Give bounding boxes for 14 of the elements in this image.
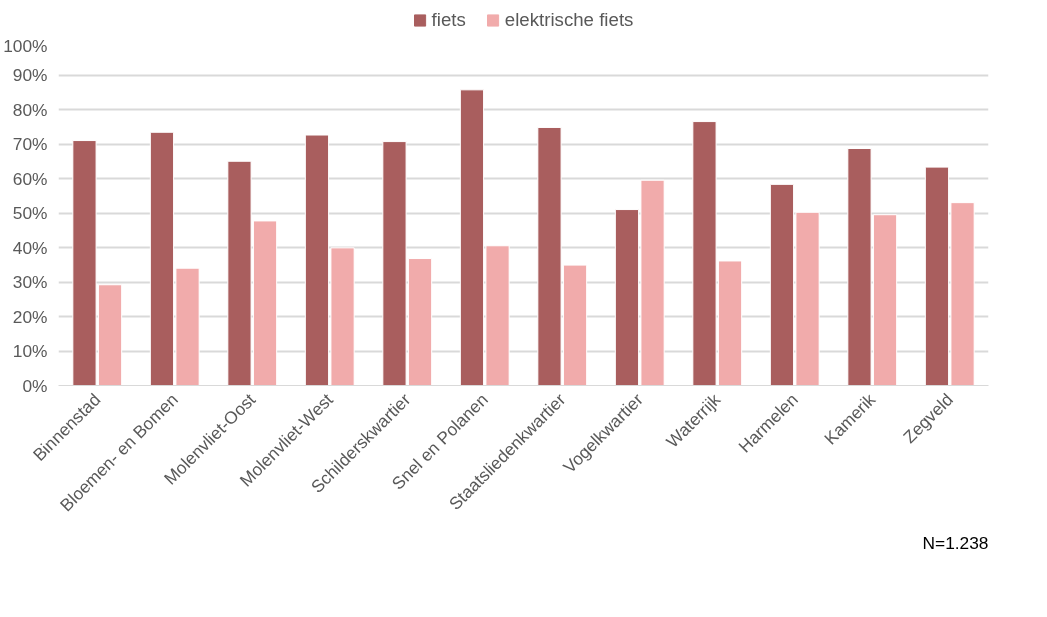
y-tick-label: 100%: [3, 35, 48, 56]
y-tick-label: 40%: [12, 237, 48, 258]
y-tick-label: 80%: [12, 99, 48, 120]
legend-label: elektrische fiets: [504, 9, 634, 31]
y-tick-label: 10%: [12, 341, 48, 361]
y-tick-label: 20%: [12, 306, 48, 327]
y-tick-label: 60%: [12, 168, 48, 189]
y-tick-label: 90%: [12, 65, 48, 85]
text: N=1.238: [922, 532, 989, 553]
legend-label: fiets: [431, 9, 466, 31]
y-tick-label: 70%: [12, 134, 48, 154]
y-tick-label: 50%: [12, 203, 48, 223]
y-tick-label: 30%: [12, 272, 48, 292]
y-tick-label: 0%: [22, 375, 48, 396]
